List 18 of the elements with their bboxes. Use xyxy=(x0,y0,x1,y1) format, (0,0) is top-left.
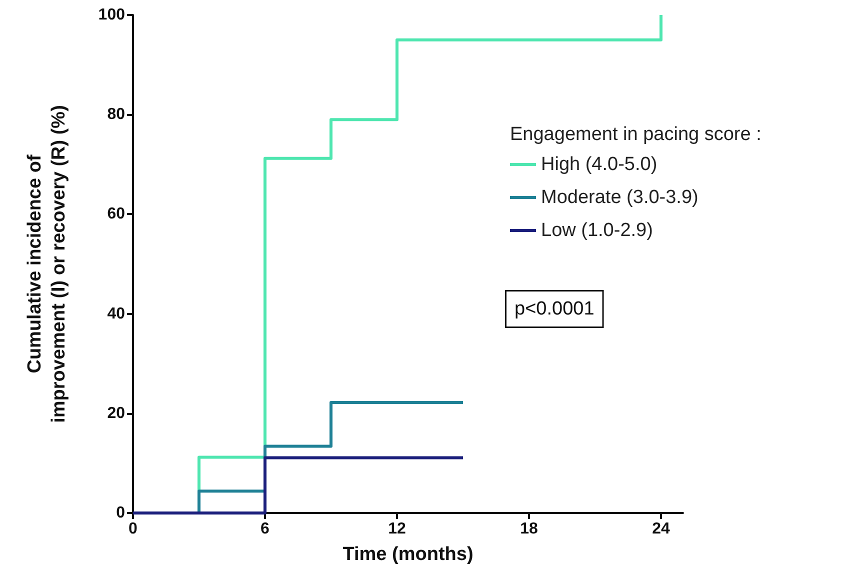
y-tick-label: 80 xyxy=(107,106,126,124)
legend-label: High (4.0-5.0) xyxy=(541,154,658,175)
y-tick-label: 60 xyxy=(107,206,126,223)
y-tick-label: 40 xyxy=(107,305,126,322)
legend-label: Moderate (3.0-3.9) xyxy=(541,187,698,208)
y-tick-label: 20 xyxy=(107,404,126,422)
x-tick-label: 18 xyxy=(520,520,538,538)
legend-label: Low (1.0-2.9) xyxy=(541,220,653,241)
y-tick-label: 0 xyxy=(116,504,126,522)
x-tick-label: 12 xyxy=(388,520,406,538)
x-tick-label: 6 xyxy=(260,520,270,538)
annotation: p<0.0001 xyxy=(514,298,594,320)
x-tick-label: 0 xyxy=(128,520,138,538)
x-tick-label: 24 xyxy=(652,520,670,538)
x-axis-title: Time (months) xyxy=(342,544,474,565)
legend-title: Engagement in pacing score : xyxy=(510,124,762,145)
y-axis-title: Cumulative incidence of improvement (I) or recovery (R) (%) xyxy=(24,105,70,423)
y-tick-label: 100 xyxy=(98,6,126,24)
